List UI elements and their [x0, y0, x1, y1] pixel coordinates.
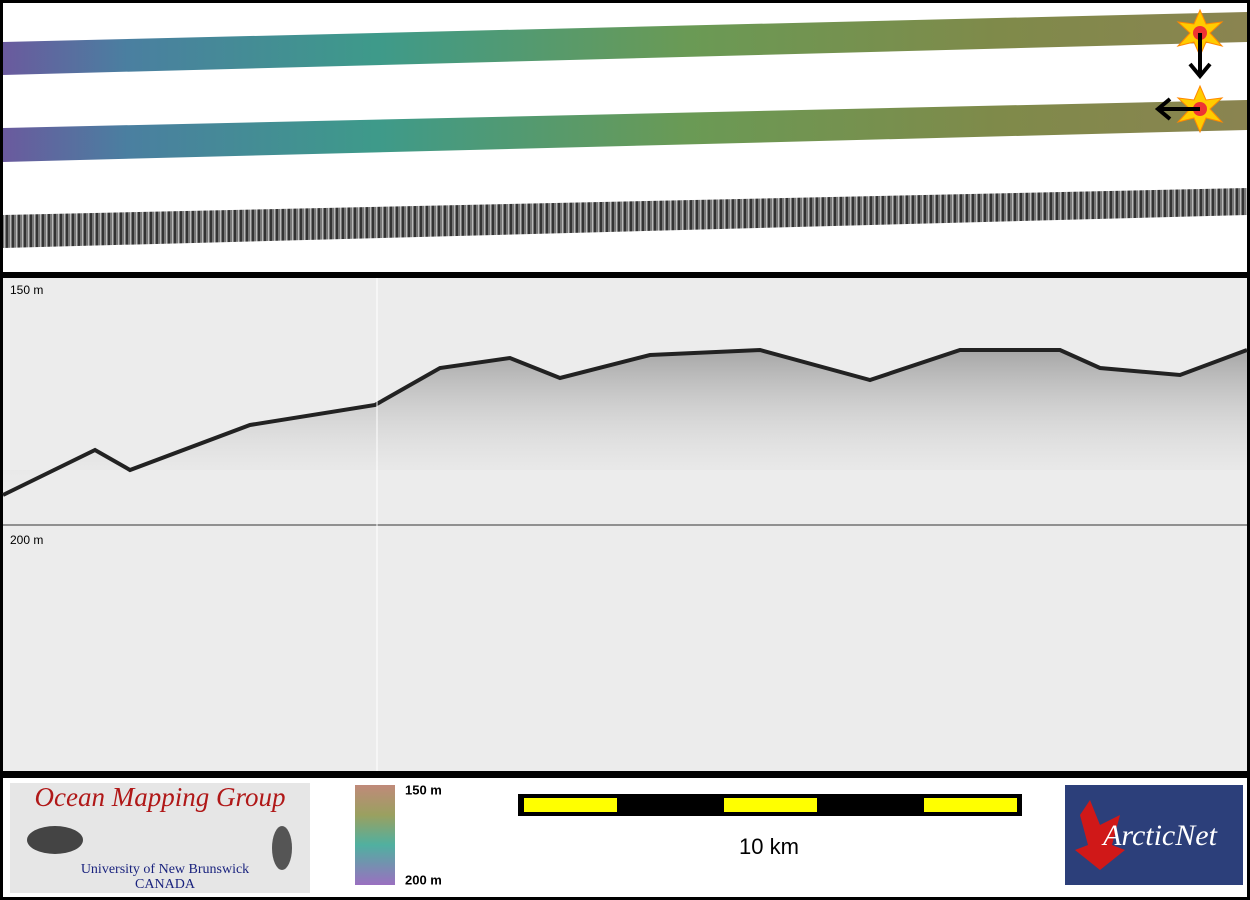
- colorbar-label: 150 m: [405, 782, 442, 797]
- arcticnet-name: ArcticNet: [1101, 819, 1218, 852]
- logo-country: CANADA: [135, 877, 196, 892]
- scale-bar-segment: [524, 798, 617, 812]
- bathymetry-strip: [3, 12, 1247, 75]
- scale-bar-label: 10 km: [739, 834, 799, 859]
- logo-institution: University of New Brunswick: [81, 862, 249, 877]
- sidescan-strip: [3, 188, 1247, 248]
- bathymetry-strip: [3, 100, 1247, 162]
- seafloor-trace: [2, 347, 1248, 497]
- depth-label: 150 m: [10, 283, 43, 297]
- depth-label: 200 m: [10, 533, 43, 547]
- colorbar-label: 200 m: [405, 872, 442, 887]
- maple-leaf: [1075, 800, 1125, 870]
- scale-bar-segment: [924, 798, 1017, 812]
- logo-title: Ocean Mapping Group: [35, 782, 286, 812]
- logo-graphic: [27, 826, 83, 854]
- depth-colorbar: [355, 785, 395, 885]
- direction-arrow: [1188, 33, 1212, 80]
- direction-arrow: [1154, 97, 1200, 121]
- scale-bar-segment: [724, 798, 817, 812]
- logo-graphic: [272, 826, 292, 870]
- echogram-backscatter: [3, 350, 1247, 495]
